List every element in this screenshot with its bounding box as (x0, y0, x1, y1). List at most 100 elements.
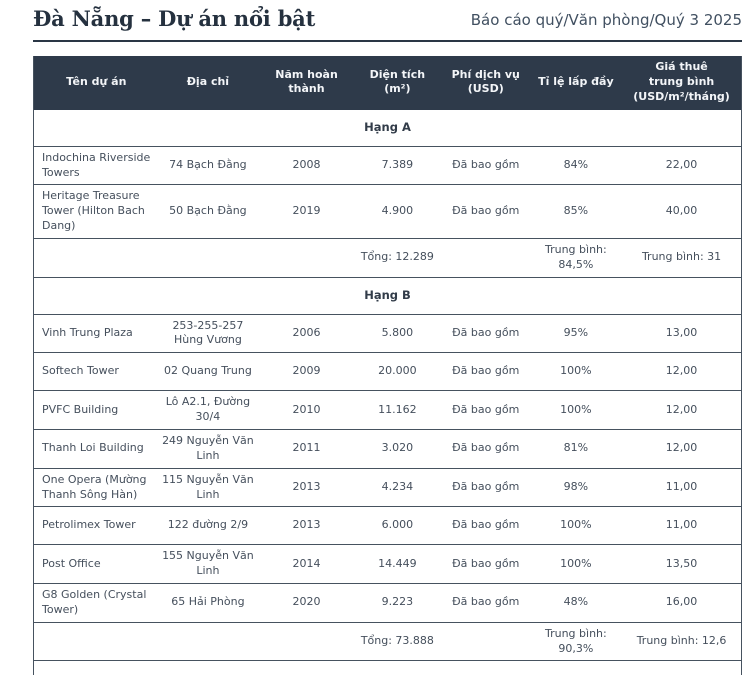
cell: Trung bình: 90,3% (544, 626, 607, 655)
cell: 16,00 (665, 595, 698, 609)
cell: 2013 (292, 518, 321, 532)
cell: 84% (563, 158, 589, 172)
cell: 100% (560, 402, 592, 416)
cell: 2011 (292, 441, 321, 455)
cell: 100% (560, 518, 592, 532)
cell: 12,00 (665, 441, 698, 455)
cell: 81% (563, 441, 589, 455)
cell: 50 Bạch Đằng (169, 204, 247, 218)
cell: Đã bao gồm (452, 480, 520, 494)
cell: 9.223 (381, 595, 414, 609)
table-row: Post Office 155 Nguyễn Văn Linh 2014 14.449… (34, 545, 741, 585)
cell: 02 Quang Trung (163, 364, 252, 378)
cell: 2010 (292, 402, 321, 416)
report-page: Đà Nẵng – Dự án nổi bật Báo cáo quý/Văn … (33, 0, 742, 675)
table-row: Thanh Loi Building 249 Nguyễn Văn Linh 201… (34, 430, 741, 469)
column-header-year-completed: Năm hoàn thành (275, 67, 338, 96)
cell: Đã bao gồm (452, 402, 520, 416)
table-row: PVFC Building Lô A2.1, Đường 30/4 2010 11.1… (34, 391, 741, 430)
cell: 65 Hải Phòng (171, 595, 245, 609)
table-header-row: Tên dự án Địa chỉ Năm hoàn thành Diện tí… (34, 56, 741, 110)
column-header-service-fee: Phí dịch vụ (USD) (451, 67, 520, 96)
cell: Đã bao gồm (452, 364, 520, 378)
cell: 4.234 (381, 480, 414, 494)
cell: 13,50 (665, 556, 698, 570)
cell: 11,00 (665, 480, 698, 494)
cell: 100% (560, 364, 592, 378)
cell: PVFC Building (42, 402, 119, 416)
cell: 11.162 (378, 402, 417, 416)
cell: 155 Nguyễn Văn Linh (162, 549, 254, 578)
cell: Thanh Loi Building (42, 441, 144, 455)
cell: 122 đường 2/9 (167, 518, 249, 532)
cell: Đã bao gồm (452, 204, 520, 218)
cell (260, 254, 353, 262)
cell: Đã bao gồm (452, 158, 520, 172)
cell: 115 Nguyễn Văn Linh (162, 472, 254, 501)
cell (34, 254, 156, 262)
section-row: Hạng B (34, 278, 741, 315)
column-header-occupancy-rate: Tỉ lệ lấp đầy (538, 75, 614, 89)
cell: Trung bình: 12,6 (636, 634, 727, 648)
cell: 20.000 (378, 364, 417, 378)
cell: 2013 (292, 480, 321, 494)
section-label: Hạng B (364, 287, 411, 302)
cell: Softech Tower (42, 364, 119, 378)
summary-row: Tổng: 12.289 Trung bình: 84,5% Trung bình:… (34, 239, 741, 278)
section-row: Hạng A (34, 110, 741, 147)
breadcrumb: Báo cáo quý/Văn phòng/Quý 3 2025 (470, 10, 742, 29)
cell: 12,00 (665, 402, 698, 416)
cell: Lô A2.1, Đường 30/4 (165, 395, 251, 424)
cell: 13,00 (665, 326, 698, 340)
page-title: Đà Nẵng – Dự án nổi bật (33, 6, 316, 31)
table-stub-row (34, 661, 741, 675)
table-row: Vinh Trung Plaza 253-255-257 Hùng Vương 20… (34, 315, 741, 354)
cell: 7.389 (381, 158, 414, 172)
column-header-average-rent: Giá thuê trung bình (USD/m²/tháng) (633, 60, 730, 103)
table-row: One Opera (Mường Thanh Sông Hàn) 115 Nguy… (34, 469, 741, 508)
cell: 48% (563, 595, 589, 609)
cell (34, 638, 156, 646)
column-header-area: Diện tích (m²) (369, 67, 426, 96)
cell: 2019 (292, 204, 321, 218)
cell: 95% (563, 326, 589, 340)
table-row: Heritage Treasure Tower (Hilton Bach Dan… (34, 185, 741, 239)
cell: Đã bao gồm (452, 595, 520, 609)
cell: 85% (563, 204, 589, 218)
cell: 100% (560, 556, 592, 570)
cell: One Opera (Mường Thanh Sông Hàn) (42, 472, 147, 501)
cell: 14.449 (378, 556, 417, 570)
cell (156, 638, 261, 646)
column-header-address: Địa chỉ (186, 75, 230, 89)
cell: 253-255-257 Hùng Vương (172, 318, 244, 347)
cell: Heritage Treasure Tower (Hilton Bach Dan… (42, 189, 145, 233)
cell: Đã bao gồm (452, 326, 520, 340)
section-label: Hạng A (364, 119, 411, 134)
cell (442, 638, 530, 646)
table-row: Petrolimex Tower 122 đường 2/9 2013 6.000 Đã… (34, 507, 741, 546)
cell: 22,00 (665, 158, 698, 172)
cell: 2006 (292, 326, 321, 340)
cell: 74 Bạch Đằng (169, 158, 247, 172)
cell: Trung bình: 84,5% (544, 242, 607, 271)
cell: Post Office (42, 556, 101, 570)
cell: Tổng: 73.888 (360, 634, 434, 648)
projects-table: Tên dự án Địa chỉ Năm hoàn thành Diện tí… (33, 56, 742, 675)
cell: Petrolimex Tower (42, 518, 136, 532)
cell: 3.020 (381, 441, 414, 455)
cell: Đã bao gồm (452, 441, 520, 455)
table-row: Indochina Riverside Towers 74 Bạch Đằng 20… (34, 147, 741, 186)
table-row: G8 Golden (Crystal Tower) 65 Hải Phòng 202… (34, 584, 741, 623)
cell: 12,00 (665, 364, 698, 378)
cell: 6.000 (381, 518, 414, 532)
summary-row: Tổng: 73.888 Trung bình: 90,3% Trung bình:… (34, 623, 741, 662)
cell: Đã bao gồm (452, 556, 520, 570)
cell: 249 Nguyễn Văn Linh (162, 434, 254, 462)
cell: Vinh Trung Plaza (42, 326, 133, 340)
projects-table-body: Hạng A Indochina Riverside Towers 74 Bạch … (34, 110, 741, 662)
cell: 11,00 (665, 518, 698, 532)
cell: 5.800 (381, 326, 414, 340)
table-row: Softech Tower 02 Quang Trung 2009 20.000 Đã … (34, 353, 741, 392)
cell (156, 254, 261, 262)
cell: Đã bao gồm (452, 518, 520, 532)
